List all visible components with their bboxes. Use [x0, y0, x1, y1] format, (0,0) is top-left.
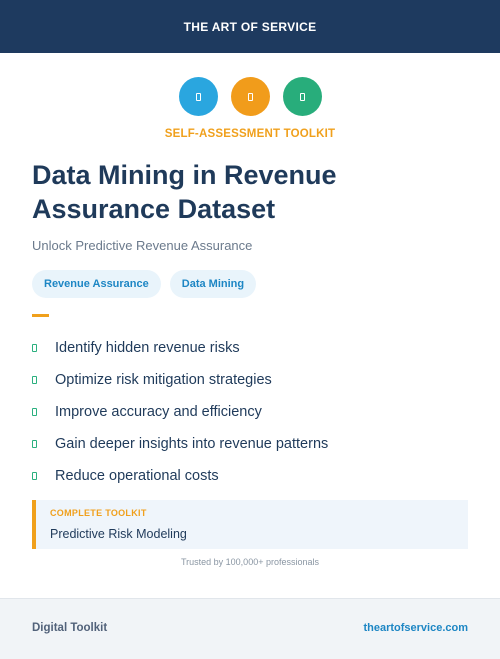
brand-name: THE ART OF SERVICE — [183, 19, 317, 34]
list-item: Optimize risk mitigation strategies — [32, 364, 472, 396]
tag-revenue-assurance[interactable]: Revenue Assurance — [32, 270, 161, 298]
footer-label: Digital Toolkit — [32, 622, 108, 634]
benefit-list: Identify hidden revenue risks Optimize r… — [32, 332, 472, 492]
icon-row — [0, 77, 500, 116]
page-title: Data Mining in Revenue Assurance Dataset — [32, 160, 337, 224]
shield-icon — [282, 77, 322, 116]
subtitle: Unlock Predictive Revenue Assurance — [32, 238, 253, 253]
benefit-text: Optimize risk mitigation strategies — [55, 372, 272, 388]
toolkit-label: COMPLETE TOOLKIT — [50, 508, 147, 518]
toolkit-value: Predictive Risk Modeling — [50, 527, 187, 541]
benefit-text: Improve accuracy and efficiency — [55, 404, 262, 420]
tag-list: Revenue Assurance Data Mining — [32, 270, 257, 298]
list-item: Identify hidden revenue risks — [32, 332, 472, 364]
check-icon — [32, 344, 37, 352]
document-icon — [178, 77, 218, 116]
benefit-text: Reduce operational costs — [55, 468, 219, 484]
chart-icon — [230, 77, 270, 116]
benefit-text: Identify hidden revenue risks — [55, 340, 240, 356]
trust-note: Trusted by 100,000+ professionals — [180, 557, 319, 567]
check-icon — [32, 440, 37, 448]
list-item: Reduce operational costs — [32, 460, 472, 492]
list-item: Gain deeper insights into revenue patter… — [32, 428, 472, 460]
eyebrow-label: SELF-ASSESSMENT TOOLKIT — [164, 128, 336, 140]
check-icon — [32, 376, 37, 384]
toolkit-callout: COMPLETE TOOLKIT Predictive Risk Modelin… — [32, 500, 468, 549]
footer: Digital Toolkit theartofservice.com — [0, 598, 500, 659]
website-link[interactable]: theartofservice.com — [363, 622, 468, 634]
accent-divider — [32, 314, 49, 317]
top-banner: THE ART OF SERVICE — [0, 0, 500, 53]
tag-data-mining[interactable]: Data Mining — [169, 270, 257, 298]
list-item: Improve accuracy and efficiency — [32, 396, 472, 428]
check-icon — [32, 472, 37, 480]
benefit-text: Gain deeper insights into revenue patter… — [55, 436, 329, 452]
check-icon — [32, 408, 37, 416]
